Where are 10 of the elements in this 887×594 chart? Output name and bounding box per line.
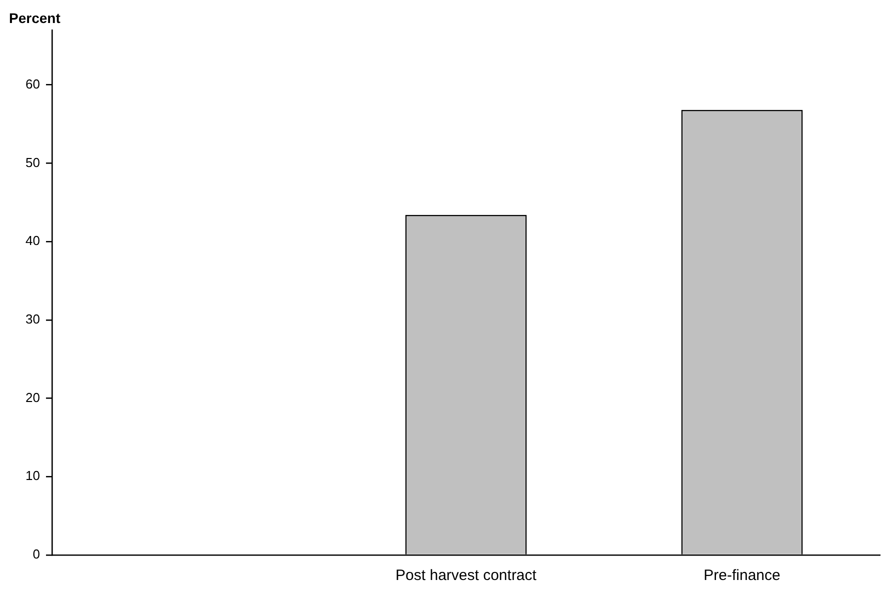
x-tick-label: Pre-finance [704, 567, 780, 584]
y-tick-label: 0 [32, 546, 40, 562]
y-tick-label: 10 [26, 468, 40, 484]
y-tick-label: 40 [26, 233, 40, 248]
y-tick-label: 20 [26, 390, 40, 405]
y-tick-label: 60 [26, 76, 40, 92]
y-tick-label: 50 [26, 154, 40, 170]
y-tick-label: 30 [26, 312, 40, 327]
y-axis-title: Percent [9, 10, 60, 26]
x-tick-label: Post harvest contract [396, 567, 538, 584]
